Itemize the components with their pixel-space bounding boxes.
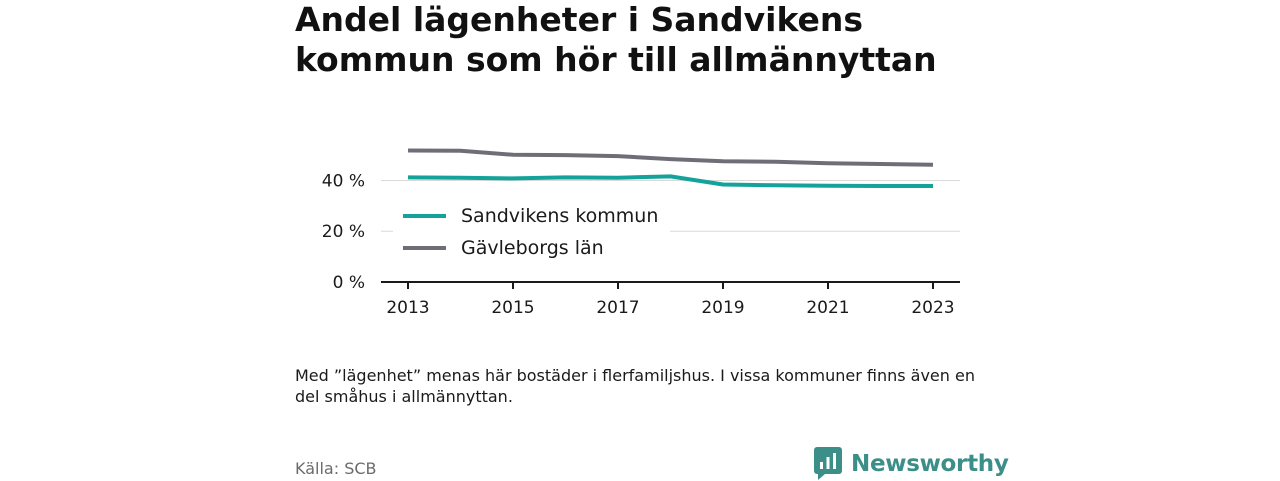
x-tick-label: 2019 xyxy=(701,298,744,318)
y-tick-label: 40 % xyxy=(322,171,365,191)
x-tick-label: 2013 xyxy=(386,298,429,318)
x-tick-label: 2017 xyxy=(596,298,639,318)
x-tick-label: 2021 xyxy=(806,298,849,318)
source-label: Källa: SCB xyxy=(295,459,377,478)
brand-name: Newsworthy xyxy=(851,451,1009,477)
brand-logo[interactable]: Newsworthy xyxy=(814,447,1009,481)
series-line xyxy=(407,148,934,167)
x-tick-label: 2015 xyxy=(491,298,534,318)
y-tick-label: 0 % xyxy=(333,273,365,293)
chart-footnote: Med ”lägenhet” menas här bostäder i fler… xyxy=(295,366,975,406)
x-tick-label: 2023 xyxy=(911,298,954,318)
series-line xyxy=(407,174,933,188)
legend-label: Sandvikens kommun xyxy=(461,205,658,227)
newsworthy-logo-icon xyxy=(814,447,842,480)
y-tick-label: 20 % xyxy=(322,222,365,242)
legend-label: Gävleborgs län xyxy=(461,237,604,259)
chart-title: Andel lägenheter i Sandvikens kommun som… xyxy=(295,0,937,79)
legend-background xyxy=(393,200,670,270)
